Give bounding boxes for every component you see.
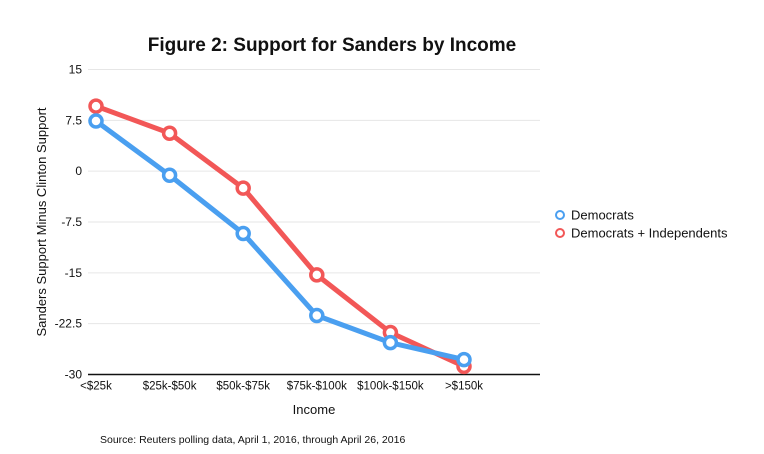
x-tick-label: $50k-$75k — [216, 381, 270, 393]
data-point — [161, 125, 178, 141]
y-tick-label: 15 — [69, 63, 83, 77]
data-point — [88, 113, 104, 129]
x-tick-label: >$150k — [445, 381, 483, 393]
x-tick-label: $75k-$100k — [287, 381, 347, 393]
data-point — [235, 225, 251, 242]
chart-title: Figure 2: Support for Sanders by Income — [148, 35, 516, 56]
y-tick-label: 7.5 — [65, 113, 82, 127]
y-axis-label: Sanders Support Minus Clinton Support — [34, 107, 49, 336]
data-point — [88, 98, 104, 114]
legend-marker — [555, 210, 565, 220]
y-tick-label: -30 — [65, 368, 83, 382]
series-line — [94, 118, 465, 363]
legend-label: Democrats — [571, 208, 634, 223]
data-point — [456, 351, 472, 368]
series-line — [95, 103, 466, 369]
x-axis-label: Income — [293, 402, 336, 417]
x-tick-label: <$25k — [80, 381, 112, 393]
y-tick-label: 0 — [75, 164, 82, 178]
x-tick-label: $25k-$50k — [143, 381, 197, 393]
y-tick-label: -22.5 — [55, 317, 83, 331]
x-tick-label: $100k-$150k — [357, 381, 424, 393]
y-tick-label: -7.5 — [61, 215, 82, 229]
data-point — [235, 180, 251, 196]
source-note: Source: Reuters polling data, April 1, 2… — [100, 434, 405, 446]
data-point — [309, 267, 325, 283]
legend-marker — [555, 228, 565, 238]
data-point — [382, 334, 399, 351]
legend-label: Democrats + Independents — [571, 226, 728, 241]
data-point — [309, 307, 325, 324]
y-tick-label: -15 — [65, 266, 83, 280]
data-point — [161, 167, 178, 183]
